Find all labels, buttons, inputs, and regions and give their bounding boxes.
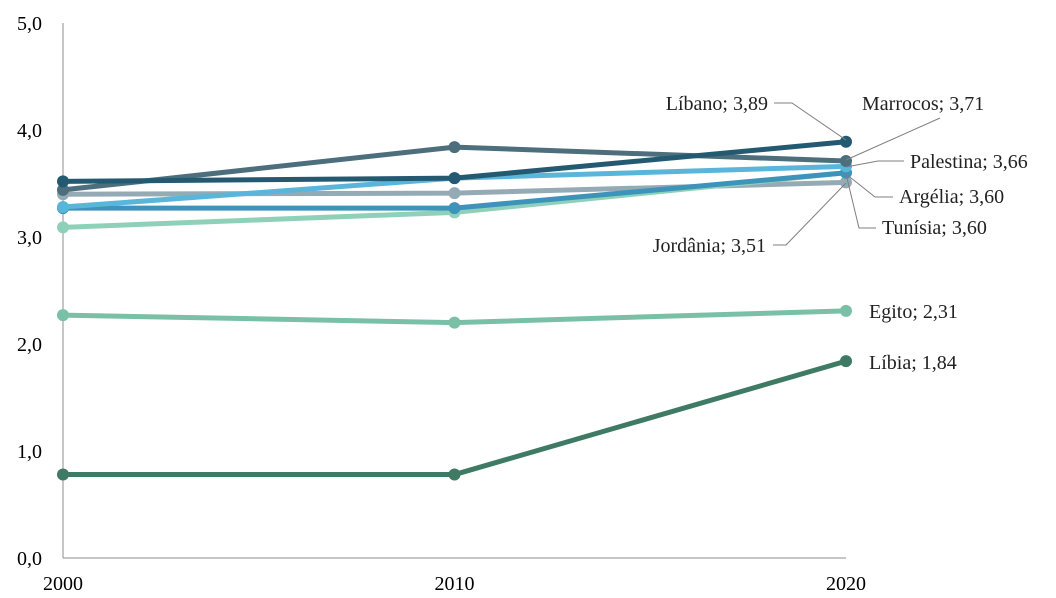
data-label-tunisia: Tunísia; 3,60 <box>882 217 987 239</box>
x-tick-label: 2000 <box>43 573 83 595</box>
data-label-palestina: Palestina; 3,66 <box>910 151 1028 173</box>
data-point-marrocos <box>57 183 69 196</box>
x-tick-label: 2020 <box>826 573 866 595</box>
data-labels: Líbia; 1,84 Egito; 2,31 Jordânia; 3,51 Tuní… <box>653 93 1028 374</box>
leader-line-jordania <box>773 182 847 246</box>
x-tick-labels: 2000 2010 2020 <box>43 573 866 595</box>
data-label-libano: Líbano; 3,89 <box>666 93 768 115</box>
data-point-libia <box>448 468 461 481</box>
data-label-jordania: Jordânia; 3,51 <box>653 235 766 257</box>
data-point-libano <box>57 175 69 188</box>
x-tick-label: 2010 <box>435 573 475 595</box>
y-tick-label: 1,0 <box>17 441 42 463</box>
data-label-libia: Líbia; 1,84 <box>869 352 957 374</box>
y-tick-label: 2,0 <box>17 334 42 356</box>
data-point-marrocos <box>448 141 461 154</box>
leader-line-tunisia <box>845 173 876 229</box>
leader-line-palestina <box>845 160 904 168</box>
data-point-argelia <box>448 202 461 215</box>
leader-line-libano <box>774 102 847 141</box>
data-point-marrocos <box>840 155 852 168</box>
data-point-egito <box>448 316 461 329</box>
y-tick-labels: 0,0 1,0 2,0 3,0 4,0 5,0 <box>17 13 42 570</box>
y-tick-label: 0,0 <box>17 548 42 570</box>
series-libia <box>57 355 852 481</box>
data-point-libia <box>840 355 852 368</box>
data-point-jordania <box>448 187 461 200</box>
data-point-libano <box>840 135 852 148</box>
data-point-palestina <box>57 201 69 214</box>
data-point-tunisia <box>57 221 69 234</box>
data-point-libano <box>448 172 461 185</box>
label-leader-lines <box>773 102 941 246</box>
y-tick-label: 5,0 <box>17 13 42 35</box>
data-label-marrocos: Marrocos; 3,71 <box>862 93 984 115</box>
data-point-egito <box>57 309 69 322</box>
data-point-libia <box>57 468 69 481</box>
series-libano <box>57 135 852 188</box>
data-label-argelia: Argélia; 3,60 <box>899 186 1004 208</box>
leader-line-marrocos <box>845 117 941 161</box>
series-line-libia <box>60 358 849 478</box>
y-tick-label: 3,0 <box>17 227 42 249</box>
series-lines <box>57 135 852 481</box>
data-label-egito: Egito; 2,31 <box>869 301 958 323</box>
series-egito <box>57 304 852 329</box>
y-tick-label: 4,0 <box>17 120 42 142</box>
leader-line-argelia <box>845 173 893 198</box>
data-point-egito <box>840 304 852 317</box>
